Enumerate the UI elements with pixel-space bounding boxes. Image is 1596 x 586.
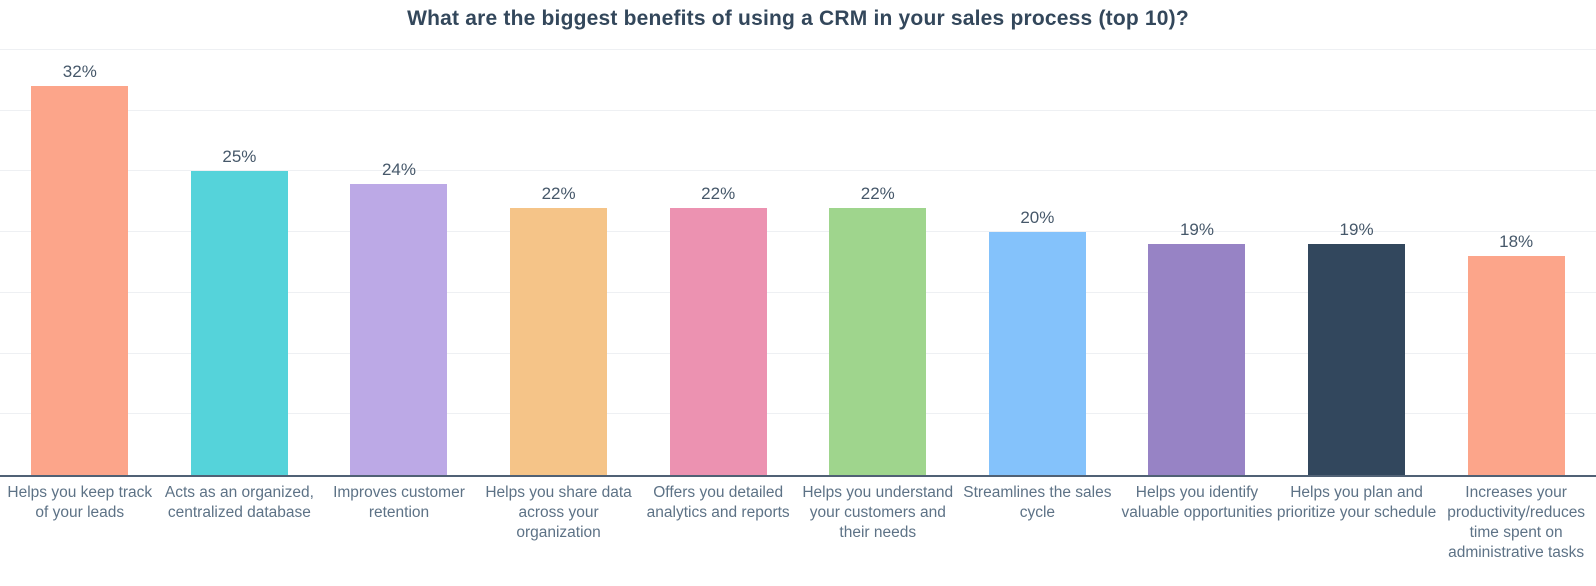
bar bbox=[669, 207, 767, 475]
bar-column-4: 22% bbox=[479, 50, 639, 475]
bar bbox=[1467, 256, 1565, 475]
category-label: Improves customer retention bbox=[333, 484, 465, 522]
chart-title: What are the biggest benefits of using a… bbox=[407, 7, 1189, 30]
bar bbox=[1148, 244, 1246, 475]
x-axis-line bbox=[0, 475, 1596, 477]
bar bbox=[190, 171, 288, 475]
plot-area: 32% 25% 24% 22% 22% 22% 20% 19% 19% 18% bbox=[0, 49, 1596, 477]
gridline-10 bbox=[0, 352, 1596, 354]
gridline-30 bbox=[0, 109, 1596, 111]
bar-column-2: 25% bbox=[160, 50, 320, 475]
bar bbox=[510, 207, 608, 475]
bar-column-5: 22% bbox=[638, 50, 798, 475]
bar bbox=[31, 86, 129, 475]
bar-value-label: 22% bbox=[541, 183, 576, 203]
bar-value-label: 32% bbox=[62, 62, 97, 82]
category-label: Helps you plan and prioritize your sched… bbox=[1276, 484, 1437, 522]
bar-value-label: 18% bbox=[1499, 232, 1534, 252]
gridline-15 bbox=[0, 291, 1596, 293]
category-label: Acts as an organized, centralized databa… bbox=[164, 484, 314, 522]
bar bbox=[1308, 244, 1406, 475]
bar-column-9: 19% bbox=[1277, 50, 1437, 475]
category-axis-labels: Helps you keep track of your leads Acts a… bbox=[0, 477, 1596, 564]
category-label: Offers you detailed analytics and report… bbox=[646, 484, 790, 522]
bar bbox=[350, 183, 448, 475]
bar-column-1: 32% bbox=[0, 50, 160, 475]
bar-column-10: 18% bbox=[1436, 50, 1596, 475]
bar-column-8: 19% bbox=[1117, 50, 1277, 475]
bar-value-label: 22% bbox=[701, 183, 736, 203]
gridline-35 bbox=[0, 49, 1596, 50]
category-label: Increases your productivity/reduces time… bbox=[1447, 484, 1586, 562]
category-label: Streamlines the sales cycle bbox=[963, 484, 1112, 522]
gridline-25 bbox=[0, 170, 1596, 172]
bar bbox=[988, 232, 1086, 475]
bar-column-6: 22% bbox=[798, 50, 958, 475]
bar-value-label: 19% bbox=[1179, 220, 1214, 240]
category-label: Helps you identify valuable opportunitie… bbox=[1121, 484, 1273, 522]
bar-value-label: 22% bbox=[860, 183, 895, 203]
gridline-20 bbox=[0, 231, 1596, 233]
bar-value-label: 19% bbox=[1339, 220, 1374, 240]
category-label: Helps you understand your customers and … bbox=[802, 484, 954, 542]
bar-column-7: 20% bbox=[958, 50, 1118, 475]
bar-value-label: 24% bbox=[381, 159, 416, 179]
bar-value-label: 20% bbox=[1020, 208, 1055, 228]
bar-value-label: 25% bbox=[222, 147, 257, 167]
bar bbox=[829, 207, 927, 475]
bar-columns: 32% 25% 24% 22% 22% 22% 20% 19% 19% 18% bbox=[0, 50, 1596, 475]
category-label: Helps you keep track of your leads bbox=[7, 484, 153, 522]
bar-column-3: 24% bbox=[319, 50, 479, 475]
gridline-5 bbox=[0, 413, 1596, 415]
category-label: Helps you share data across your organiz… bbox=[485, 484, 632, 542]
